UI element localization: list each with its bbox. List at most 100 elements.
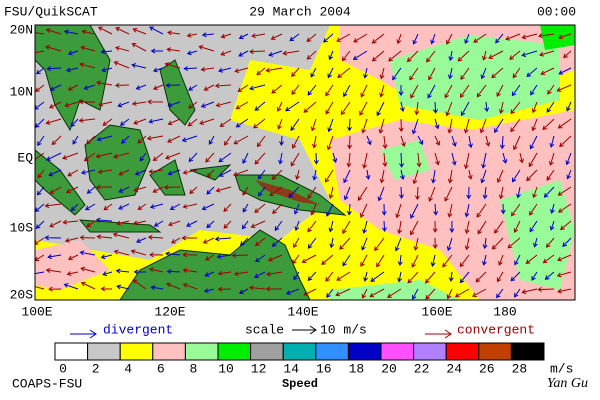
wind-arrow xyxy=(326,135,334,151)
wind-arrow xyxy=(547,84,555,95)
wind-arrow xyxy=(254,101,266,111)
wind-arrow xyxy=(365,169,371,180)
lat-label: EQ xyxy=(17,150,33,165)
wind-arrow xyxy=(113,152,130,159)
wind-arrow xyxy=(132,27,147,35)
wind-arrow xyxy=(117,101,130,108)
wind-arrow xyxy=(242,186,249,196)
wind-arrow xyxy=(546,101,555,113)
colorbar-box xyxy=(413,342,447,361)
colorbar-box xyxy=(510,342,545,361)
wind-arrow xyxy=(271,84,283,94)
wind-arrow xyxy=(149,252,164,258)
wind-arrow xyxy=(149,26,164,35)
wind-arrow xyxy=(49,84,62,91)
wind-arrow xyxy=(181,135,198,143)
wind-arrow xyxy=(214,236,232,242)
wind-arrow xyxy=(148,168,164,174)
wind-arrow xyxy=(220,33,232,39)
wind-arrow xyxy=(200,101,215,108)
wind-arrow xyxy=(464,33,470,45)
wind-arrow xyxy=(496,84,504,97)
wind-arrow xyxy=(152,186,164,193)
wind-arrow xyxy=(119,118,130,126)
wind-arrow xyxy=(371,33,385,44)
wind-arrow xyxy=(343,186,351,201)
wind-arrow xyxy=(430,254,436,267)
wind-arrow xyxy=(332,152,338,164)
wind-arrow xyxy=(498,186,504,200)
colorbar-box xyxy=(87,342,121,361)
wind-arrow xyxy=(312,169,318,181)
wind-arrow xyxy=(35,286,45,290)
wind-arrow xyxy=(96,234,113,240)
wind-arrow xyxy=(448,50,454,62)
wind-arrow xyxy=(171,237,181,244)
wind-arrow xyxy=(294,220,300,232)
wind-arrow xyxy=(51,135,62,146)
wind-arrow xyxy=(35,32,45,35)
wind-arrow xyxy=(285,101,300,112)
wind-arrow xyxy=(116,284,130,290)
wind-arrow xyxy=(307,271,317,282)
wind-arrow xyxy=(357,186,368,202)
wind-arrow xyxy=(235,101,249,110)
wind-arrow xyxy=(64,101,79,108)
colorbar-tick-label: 20 xyxy=(381,361,397,376)
wind-arrow xyxy=(135,84,147,90)
wind-arrow xyxy=(328,220,334,233)
wind-arrow xyxy=(44,235,62,241)
wind-arrow xyxy=(347,118,353,132)
wind-arrow xyxy=(447,203,453,218)
wind-arrow xyxy=(115,268,130,274)
wind-arrow xyxy=(359,203,368,218)
colorbar-box xyxy=(184,342,219,361)
wind-arrow xyxy=(432,101,438,114)
wind-arrow xyxy=(49,220,62,228)
wind-arrow xyxy=(208,135,215,145)
wind-arrow xyxy=(258,186,266,197)
wind-arrow xyxy=(392,67,402,81)
wind-arrow xyxy=(378,118,385,134)
wind-arrow xyxy=(113,61,130,69)
wind-arrow xyxy=(352,50,368,60)
wind-arrow xyxy=(132,279,147,290)
wind-arrow xyxy=(376,101,385,117)
header-center: 29 March 2004 xyxy=(249,4,351,19)
header-right: 00:00 xyxy=(537,4,576,19)
wind-arrow xyxy=(526,169,538,182)
wind-arrow xyxy=(336,33,351,42)
wind-arrow xyxy=(336,271,351,281)
wind-arrow xyxy=(147,99,164,105)
wind-arrow xyxy=(242,203,249,213)
wind-arrow xyxy=(560,220,572,231)
lon-label: 180 xyxy=(493,304,516,319)
wind-arrow xyxy=(531,271,538,281)
wind-arrow xyxy=(219,118,232,127)
wind-arrow xyxy=(188,101,198,109)
wind-arrow xyxy=(559,135,572,148)
wind-arrow xyxy=(511,169,521,183)
wind-arrow xyxy=(79,235,96,241)
wind-arrow xyxy=(411,254,419,268)
wind-arrow xyxy=(433,203,439,216)
wind-arrow xyxy=(35,220,45,229)
colorbar-box xyxy=(478,342,512,361)
wind-arrow xyxy=(325,84,334,97)
wind-arrow xyxy=(485,135,491,147)
wind-arrow xyxy=(432,237,438,250)
wind-arrow xyxy=(532,186,538,199)
wind-arrow xyxy=(288,186,300,198)
wind-arrow xyxy=(519,152,524,164)
wind-arrow xyxy=(476,203,487,218)
wind-arrow xyxy=(80,266,96,273)
wind-arrow xyxy=(293,237,300,249)
wind-arrow xyxy=(45,268,62,273)
wind-arrow xyxy=(542,254,555,264)
wind-arrow xyxy=(86,186,96,194)
wind-arrow xyxy=(80,45,96,52)
colorbar-tick-label: 0 xyxy=(59,361,67,376)
wind-arrow xyxy=(121,135,130,144)
wind-arrow xyxy=(289,33,300,42)
wind-arrow xyxy=(182,283,198,290)
